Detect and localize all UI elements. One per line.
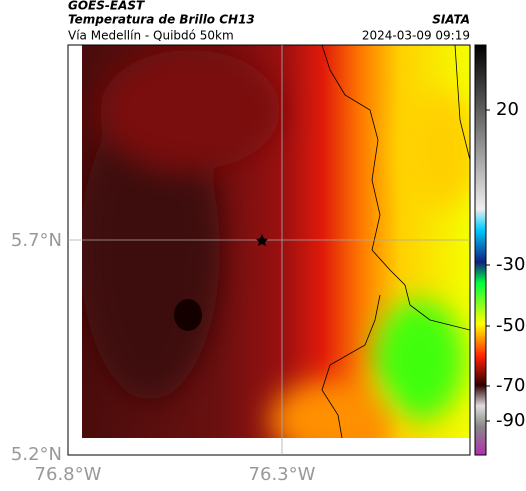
colorbar-label: -70 [496,375,525,396]
colorbar-label: -90 [496,410,525,431]
colorbar [474,44,487,456]
colorbar-label: -50 [496,315,525,336]
colorbar-label: -30 [496,254,525,275]
colorbar-label: 20 [496,99,519,120]
map-frame [67,44,471,456]
source: SIATA [432,13,470,27]
location-marker [256,234,268,246]
lat-label: 5.7°N [11,230,62,251]
lat-label: 5.2°N [11,444,62,465]
lon-label: 76.8°W [35,464,102,485]
region: Vía Medellín - Quibdó 50km [68,29,234,43]
subtitle: Temperatura de Brillo CH13 [68,13,255,27]
lon-label: 76.3°W [249,464,316,485]
temperature-field [82,45,470,438]
title: GOES-EAST [68,0,145,13]
timestamp: 2024-03-09 09:19 [362,29,470,43]
